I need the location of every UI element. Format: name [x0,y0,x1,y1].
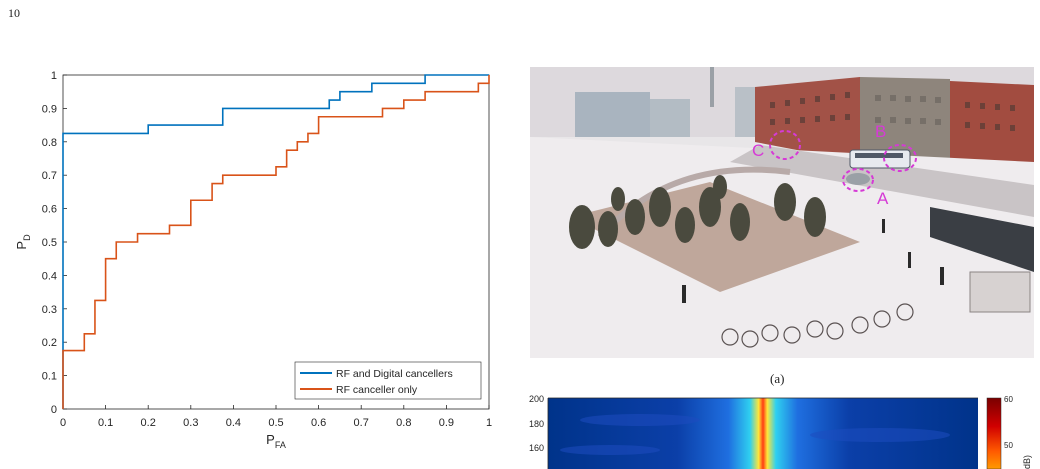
roc-x-tick-label: 0.5 [268,417,283,429]
roc-series-line-1 [62,75,490,409]
roc-x-tick-label: 1 [486,417,492,429]
colorbar [986,397,1002,469]
roc-x-tick-label: 0.4 [226,417,241,429]
roc-y-tick-label: 0.7 [42,170,57,182]
colorbar-tick-50: 50 [1004,441,1013,450]
roc-x-tick-label: 0.1 [98,417,113,429]
marker-b-label: B [875,122,886,141]
roc-x-tick-label: 0.9 [439,417,454,429]
roc-x-tick-label: 0.8 [396,417,411,429]
roc-y-tick-label: 0.5 [42,237,57,249]
legend-label-rf-only: RF canceller only [336,384,418,396]
roc-y-tick-label: 0.8 [42,137,57,149]
roc-series-line-0 [62,74,489,409]
roc-y-label: PD [14,234,32,250]
roc-y-tick-label: 0.9 [42,103,57,115]
roc-y-tick-label: 1 [51,70,57,82]
roc-series [62,74,490,409]
roc-y-tick-label: 0.6 [42,204,57,216]
colorbar-label: dB) [1022,455,1032,469]
marker-a-label: A [877,189,889,208]
roc-y-tick-label: 0.1 [42,371,57,383]
roc-y-tick-label: 0 [51,404,57,416]
roc-x-ticks: 0 0.1 0.2 0.3 0.4 0.5 0.6 0.7 0.8 0.9 1 [60,405,492,429]
roc-y-tick-label: 0.3 [42,304,57,316]
legend-box [294,361,482,400]
roc-x-tick-label: 0.3 [183,417,198,429]
colorbar-tick-60: 60 [1004,395,1013,404]
marker-b-ellipse [883,144,917,172]
page-number: 10 [8,6,20,20]
roc-y-tick-label: 0.4 [42,270,57,282]
roc-legend: RF and Digital cancellers RF canceller o… [294,361,482,400]
marker-a-ellipse [842,168,874,192]
marker-c-ellipse [769,130,801,160]
heatmap-ytick-200: 200 [529,394,544,404]
roc-x-label: PFA [266,432,286,450]
legend-label-rf-digital: RF and Digital cancellers [336,368,453,380]
caption-a: (a) [770,371,785,386]
roc-x-tick-label: 0.7 [354,417,369,429]
heatmap-chart: 200 180 160 60 50 dB) [529,394,1032,469]
campus-photo-svg: C B A [530,67,1034,358]
roc-y-tick-label: 0.2 [42,337,57,349]
heatmap-ytick-160: 160 [529,443,544,453]
campus-photo: C B A [530,67,1034,358]
roc-x-tick-label: 0.2 [141,417,156,429]
roc-x-tick-label: 0.6 [311,417,326,429]
heatmap-ytick-180: 180 [529,419,544,429]
roc-chart: 0 0.1 0.2 0.3 0.4 0.5 0.6 0.7 0.8 0.9 1 0 0.1 0.2 0.3… [14,70,492,450]
roc-y-ticks: 0 0.1 0.2 0.3 0.4 0.5 0.6 0.7 0.8 0.9 1 [42,70,67,416]
roc-x-tick-label: 0 [60,417,66,429]
marker-c-label: C [752,141,764,160]
